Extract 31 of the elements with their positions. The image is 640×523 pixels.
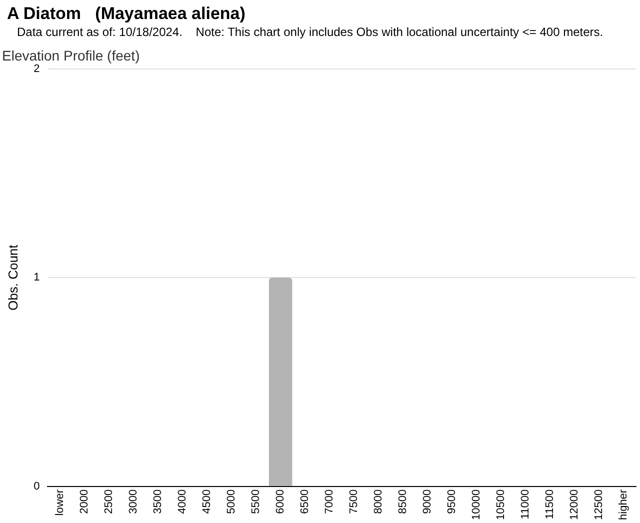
x-tick-label: 3500: [152, 489, 164, 514]
x-tick-label: 7500: [348, 489, 360, 514]
x-tick-label: lower: [54, 489, 66, 516]
y-tick-label: 2: [34, 62, 40, 75]
x-tick-label: 9500: [446, 489, 458, 514]
x-tick-label: 10000: [470, 489, 483, 520]
x-tick-label: higher: [618, 489, 630, 520]
x-tick-label: 11000: [520, 489, 532, 520]
text: Elevation Profile (feet): [2, 47, 140, 64]
x-tick-label: 6000: [274, 489, 287, 514]
y-tick-label: 0: [34, 480, 40, 492]
x-tick-label: 12000: [568, 489, 581, 520]
x-tick-label: 6500: [299, 489, 312, 514]
x-tick-label: 4500: [201, 489, 214, 514]
x-tick-label: 4000: [176, 489, 189, 514]
y-axis-title: Obs. Count: [5, 244, 20, 310]
x-tick-label: 2000: [78, 489, 91, 514]
chart-title: A Diatom (Mayamaea aliena): [7, 4, 246, 24]
x-tick-label: 12500: [593, 489, 606, 520]
x-tick-label: 5500: [250, 489, 262, 514]
y-tick-label: 1: [34, 272, 40, 284]
x-tick-label: 7000: [324, 489, 336, 514]
x-tick-label: 5000: [226, 489, 238, 514]
x-tick-label: 8500: [397, 489, 410, 514]
chart-subtitle: Data current as of: 10/18/2024. Note: This chart only includes Obs with locational uncertainty <= 400 meters.: [17, 25, 604, 39]
x-tick-label: 8000: [372, 489, 385, 514]
x-tick-label: 3000: [128, 489, 140, 514]
x-tick-label: 11500: [544, 489, 556, 520]
x-tick-label: 2500: [103, 489, 116, 514]
x-tick-label: 10500: [495, 489, 508, 520]
x-tick-label: 9000: [422, 489, 434, 514]
